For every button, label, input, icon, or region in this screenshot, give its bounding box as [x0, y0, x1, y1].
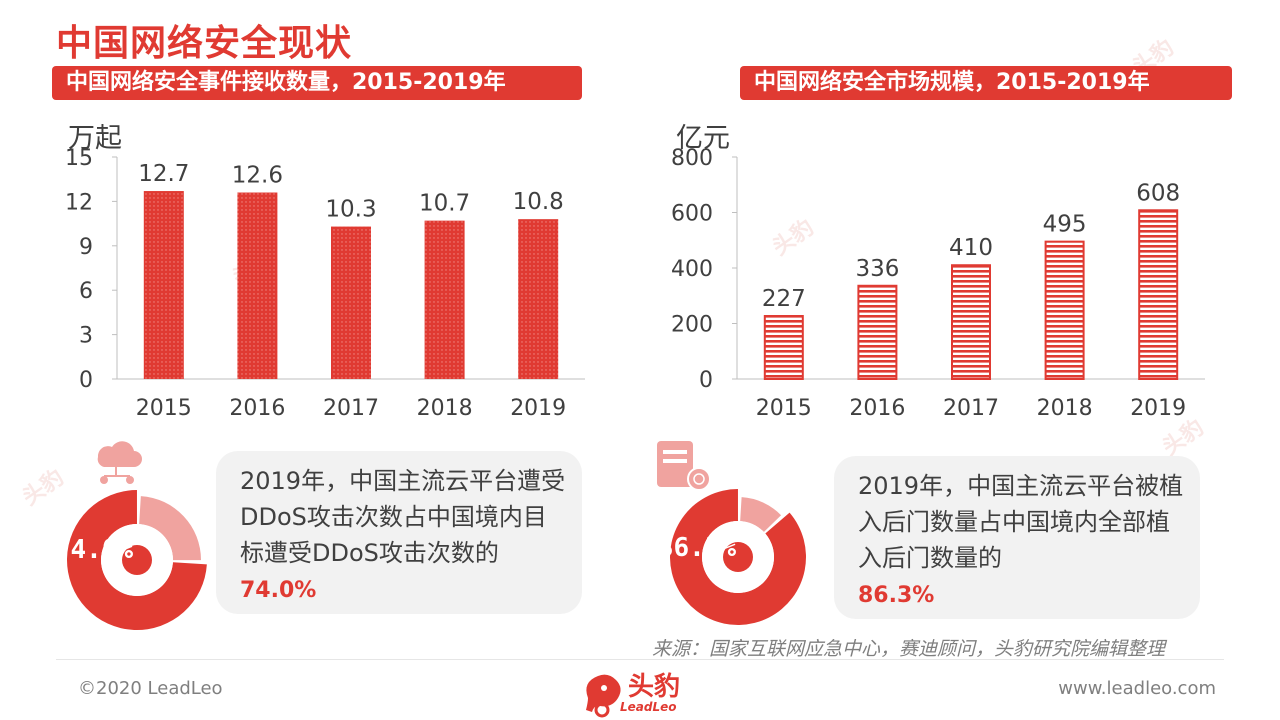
market-y-tick-label: 400: [671, 257, 713, 282]
incidents-category-label: 2018: [417, 396, 473, 421]
market-y-tick-label: 0: [699, 368, 713, 393]
backdoor-info-highlight: 86.3%: [858, 583, 935, 608]
leadleo-logo: 头豹 LeadLeo: [580, 664, 700, 720]
market-bar: [1138, 209, 1179, 380]
incidents-category-label: 2019: [510, 396, 566, 421]
ddos-main-slice: [67, 490, 207, 630]
server-shield-icon: [657, 441, 711, 491]
logo-brand-name: 头豹: [628, 672, 681, 702]
cloud-network-icon: [97, 441, 142, 484]
incidents-y-tick-label: 15: [65, 146, 93, 171]
footer-divider: [56, 659, 1224, 660]
incidents-bar: [331, 226, 371, 379]
market-category-label: 2018: [1037, 396, 1093, 421]
incidents-y-tick-label: 12: [65, 190, 93, 215]
incidents-bar: [143, 191, 184, 379]
market-bar: [763, 315, 804, 381]
ddos-percent-label: 74.0%: [55, 535, 134, 565]
incidents-category-label: 2017: [323, 396, 379, 421]
market-category-label: 2016: [849, 396, 905, 421]
market-value-label: 227: [762, 286, 806, 312]
logo-brand-sub: LeadLeo: [620, 700, 677, 714]
ddos-info-card: 2019年，中国主流云平台遭受DDoS攻击次数占中国境内目标遭受DDoS攻击次数…: [216, 451, 582, 614]
incidents-bar: [518, 219, 559, 379]
left-chart-unit: 万起: [68, 123, 122, 154]
leopard-icon: [586, 674, 621, 718]
website-url: www.leadleo.com: [1058, 678, 1216, 699]
ddos-rest-slice: [139, 496, 201, 561]
page-title: 中国网络安全现状: [56, 23, 353, 64]
copyright: ©2020 LeadLeo: [78, 678, 223, 699]
market-value-label: 608: [1136, 180, 1180, 206]
incidents-y-tick-label: 6: [79, 279, 93, 304]
market-y-tick-label: 600: [671, 202, 713, 227]
incidents-bar: [237, 192, 278, 379]
incidents-value-label: 10.3: [325, 197, 376, 223]
market-bar: [1044, 240, 1085, 380]
left-section-banner: 中国网络安全事件接收数量，2015-2019年: [52, 66, 582, 100]
incidents-value-label: 10.7: [419, 191, 470, 217]
market-category-label: 2017: [943, 396, 999, 421]
backdoor-main-slice: [670, 489, 806, 625]
market-category-label: 2019: [1130, 396, 1186, 421]
ddos-info-highlight: 74.0%: [240, 578, 317, 603]
incidents-category-label: 2016: [229, 396, 285, 421]
market-category-label: 2015: [756, 396, 812, 421]
market-bar: [951, 264, 991, 381]
source-note: 来源：国家互联网应急中心，赛迪顾问，头豹研究院编辑整理: [652, 638, 1166, 660]
incidents-value-label: 10.8: [513, 189, 564, 215]
right-section-banner: 中国网络安全市场规模，2015-2019年: [740, 66, 1232, 100]
backdoor-info-text: 2019年，中国主流云平台被植入后门数量占中国境内全部植入后门数量的: [858, 472, 1184, 572]
market-bar: [857, 284, 898, 381]
market-value-label: 495: [1043, 212, 1087, 238]
incidents-y-tick-label: 0: [79, 368, 93, 393]
backdoor-info-card: 2019年，中国主流云平台被植入后门数量占中国境内全部植入后门数量的 86.3%: [834, 456, 1200, 619]
backdoor-percent-label: 86.3%: [658, 533, 737, 563]
incidents-value-label: 12.6: [232, 163, 283, 189]
right-chart-unit: 亿元: [676, 123, 730, 154]
backdoor-center-dot: [723, 542, 753, 572]
incidents-category-label: 2015: [136, 396, 192, 421]
ddos-center-dot: [122, 545, 152, 575]
incidents-value-label: 12.7: [138, 161, 189, 187]
incidents-y-tick-label: 3: [79, 324, 93, 349]
market-y-tick-label: 200: [671, 313, 713, 338]
ddos-info-text: 2019年，中国主流云平台遭受DDoS攻击次数占中国境内目标遭受DDoS攻击次数…: [240, 467, 566, 567]
market-value-label: 410: [949, 235, 993, 261]
market-value-label: 336: [855, 256, 899, 282]
market-y-tick-label: 800: [671, 146, 713, 171]
incidents-bar: [424, 220, 465, 379]
backdoor-rest-slice: [740, 497, 782, 532]
incidents-y-tick-label: 9: [79, 235, 93, 260]
